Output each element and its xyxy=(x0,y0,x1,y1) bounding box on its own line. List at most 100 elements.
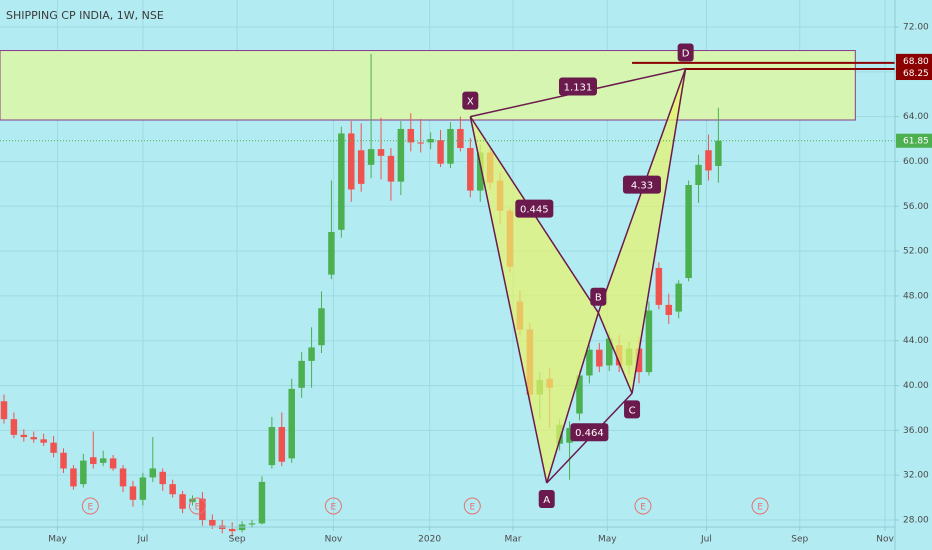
candle-body xyxy=(268,427,276,466)
point-label: B xyxy=(595,293,602,304)
point-label: C xyxy=(629,405,636,416)
x-tick-label: Nov xyxy=(325,535,343,545)
x-tick-label: Sep xyxy=(229,535,246,545)
candle-body xyxy=(635,348,643,373)
candle-body xyxy=(447,128,454,164)
earnings-circle xyxy=(188,497,206,515)
price-badge-label: 61.85 xyxy=(903,137,929,147)
x-tick-label: May xyxy=(598,535,617,545)
candle-body xyxy=(308,347,315,361)
candle-body xyxy=(586,349,593,376)
candle-body xyxy=(60,452,67,469)
y-tick-label: 56.00 xyxy=(903,202,929,212)
candle-body xyxy=(189,498,196,503)
pattern-fill xyxy=(598,68,686,394)
y-tick-label: 60.00 xyxy=(903,157,929,167)
candle-body xyxy=(685,184,692,278)
candle-body xyxy=(377,149,385,156)
y-tick-label: 28.00 xyxy=(903,515,929,525)
candle-body xyxy=(695,164,702,185)
pattern-point: B xyxy=(590,287,607,306)
ratio-label: 1.131 xyxy=(564,83,593,94)
point-box xyxy=(677,43,694,62)
earnings-label: E xyxy=(87,503,93,513)
x-tick-label: May xyxy=(48,535,67,545)
ratio-label: 0.445 xyxy=(520,205,549,216)
candle-body xyxy=(209,519,216,526)
candle-body xyxy=(288,388,295,459)
point-box xyxy=(624,400,641,419)
y-tick-label: 44.00 xyxy=(903,336,929,346)
candle-body xyxy=(129,486,137,500)
y-tick-label: 48.00 xyxy=(903,291,929,301)
x-tick-label: Jul xyxy=(136,535,148,545)
y-tick-label: 40.00 xyxy=(903,381,929,391)
candle-body xyxy=(665,304,673,315)
candle-body xyxy=(645,310,653,373)
price-badge xyxy=(896,66,932,81)
candle-body xyxy=(437,140,444,164)
candle-body xyxy=(457,128,464,149)
x-tick-label: Nov xyxy=(876,535,894,545)
chart-title: SHIPPING CP INDIA, 1W, NSE xyxy=(6,9,164,22)
earnings-circle xyxy=(81,497,99,515)
candle-body xyxy=(90,457,97,464)
candle-body xyxy=(50,442,57,453)
candle-body xyxy=(30,437,37,440)
candle-body xyxy=(348,133,355,190)
candle-body xyxy=(149,468,157,478)
earnings-circle xyxy=(463,497,481,515)
price-badge-label: 68.25 xyxy=(903,69,929,79)
x-tick-label: Mar xyxy=(504,535,521,545)
earnings-label: E xyxy=(195,503,201,513)
pattern-point: C xyxy=(624,400,641,419)
candle-body xyxy=(278,427,286,462)
candle-body xyxy=(139,477,147,500)
point-label: D xyxy=(682,48,690,59)
candle-body xyxy=(357,150,365,184)
earnings-label: E xyxy=(469,503,475,513)
pattern-line xyxy=(597,312,633,394)
candle-body xyxy=(367,149,375,165)
ratio-box xyxy=(622,175,661,194)
price-badge xyxy=(896,53,932,68)
earnings-label: E xyxy=(331,503,337,513)
ratio-label: 0.464 xyxy=(575,428,604,439)
point-label: A xyxy=(543,495,550,506)
candle-body xyxy=(20,434,28,438)
earnings-marker: E xyxy=(751,497,769,515)
candle-body xyxy=(179,494,186,509)
candle-body xyxy=(476,152,484,191)
candle-body xyxy=(338,133,345,230)
candle-body xyxy=(427,139,434,143)
earnings-label: E xyxy=(640,503,646,513)
candle-body xyxy=(318,308,325,346)
candle-body xyxy=(159,471,166,485)
candle-body xyxy=(715,140,722,166)
candle-body xyxy=(298,360,305,388)
candle-body xyxy=(596,349,603,367)
point-box xyxy=(462,91,479,110)
earnings-marker: E xyxy=(463,497,481,515)
candle-body xyxy=(258,481,266,524)
earnings-circle xyxy=(634,497,652,515)
y-tick-label: 52.00 xyxy=(903,247,929,257)
y-tick-label: 72.00 xyxy=(903,23,929,33)
candle-body xyxy=(119,468,127,487)
candle-body xyxy=(228,528,236,532)
pattern-fill xyxy=(470,116,599,484)
candle-body xyxy=(199,498,206,520)
candle-body xyxy=(675,283,682,312)
y-tick-label: 64.00 xyxy=(903,112,929,122)
pattern-point: D xyxy=(677,43,694,62)
candle-body xyxy=(328,232,335,275)
x-tick-label: Jul xyxy=(700,535,712,545)
candle-body xyxy=(417,142,424,144)
y-tick-label: 32.00 xyxy=(903,471,929,481)
candle-body xyxy=(169,484,176,495)
price-badge-label: 68.80 xyxy=(903,57,929,67)
candle-body xyxy=(80,460,87,485)
candle-body xyxy=(70,468,77,487)
